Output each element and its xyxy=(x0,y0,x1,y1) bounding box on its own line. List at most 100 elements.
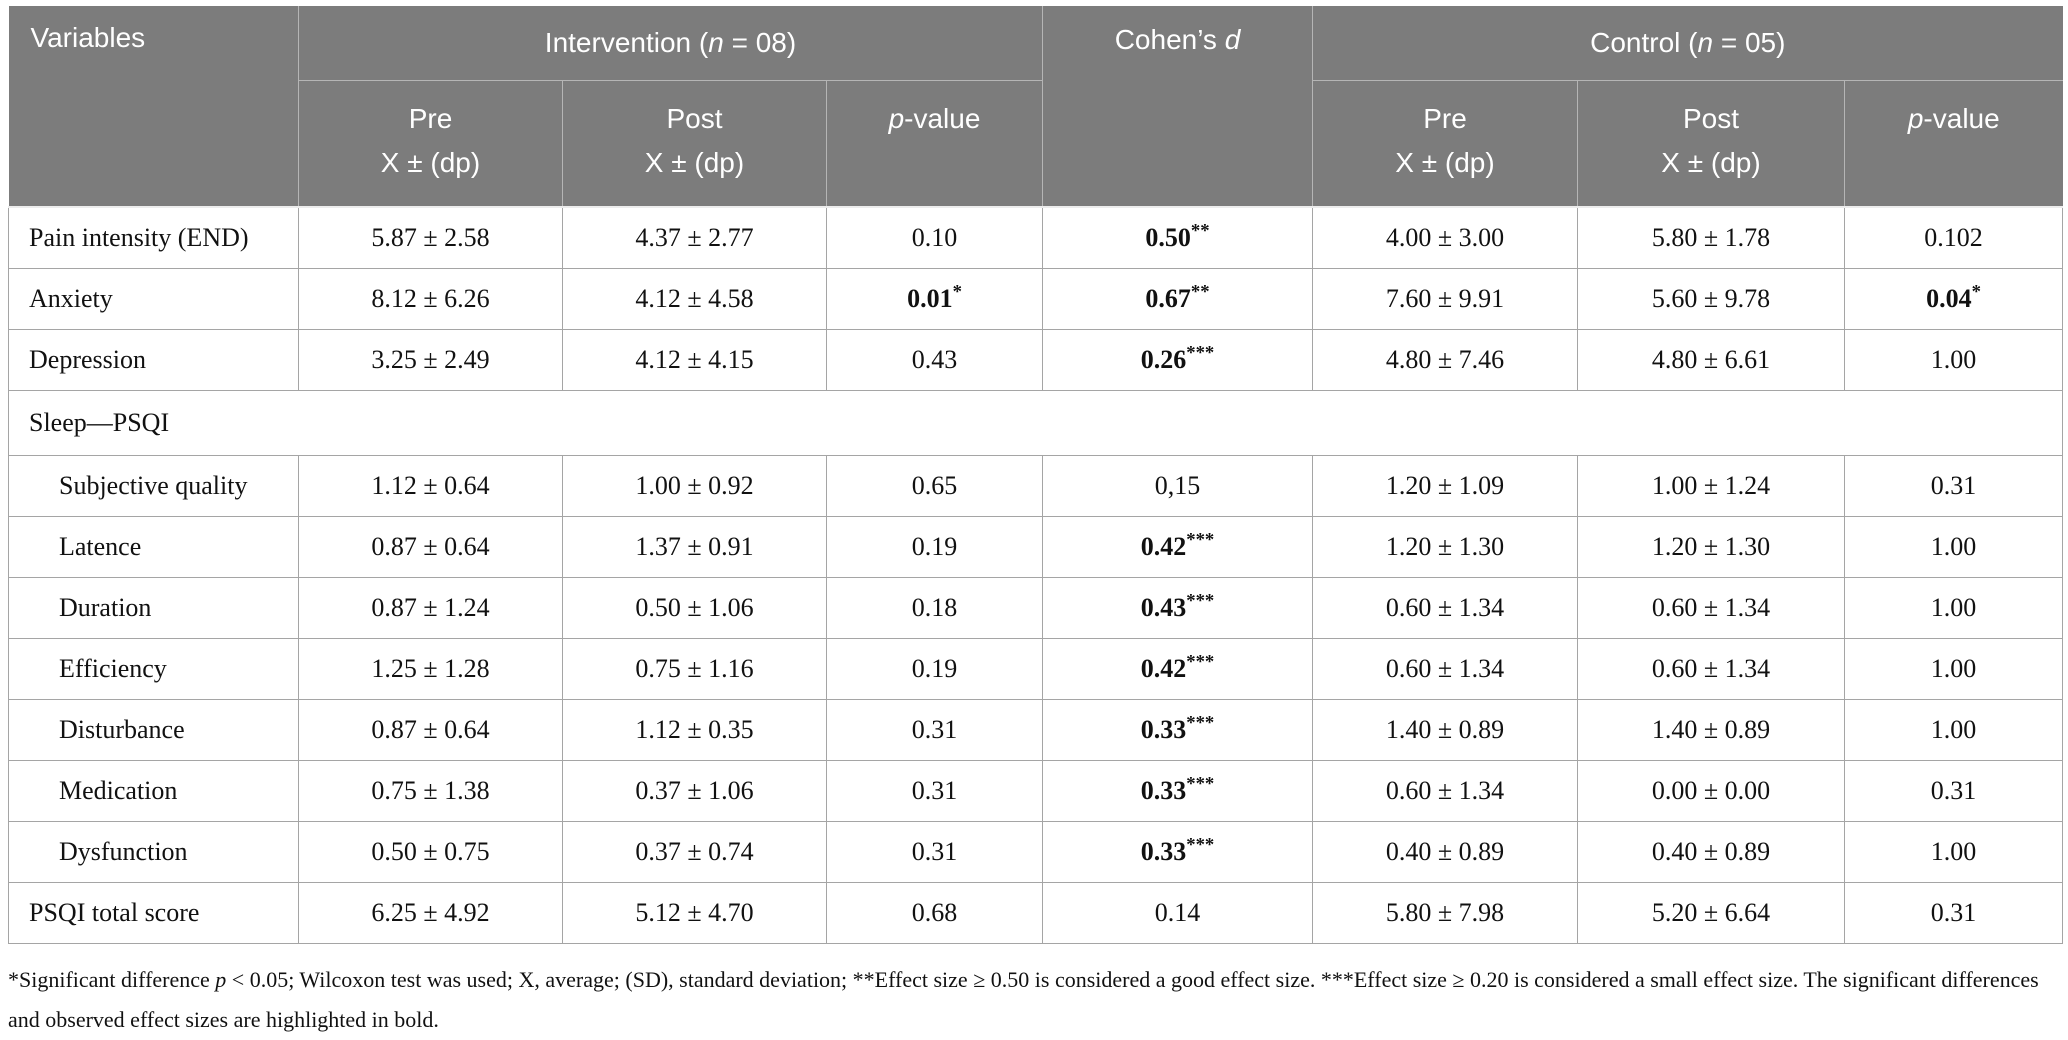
column-header-control-post: Post X ± (dp) xyxy=(1577,80,1845,208)
value-cell: 0.18 xyxy=(826,577,1043,639)
significance-asterisks: * xyxy=(952,281,962,303)
table-row: Disturbance 0.87 ± 0.64 1.12 ± 0.35 0.31 0.3… xyxy=(8,699,2064,761)
value-cell: 4.12 ± 4.15 xyxy=(562,329,827,391)
value-cell: 0.31 xyxy=(826,760,1043,822)
value-cell: 4.12 ± 4.58 xyxy=(562,268,827,330)
value-cell: 0.102 xyxy=(1843,206,2064,269)
row-label: Subjective quality xyxy=(8,455,299,517)
value-cell: 1.12 ± 0.64 xyxy=(298,455,563,517)
table-row: Medication 0.75 ± 1.38 0.37 ± 1.06 0.31 0.33… xyxy=(8,760,2064,822)
column-group-intervention: Intervention (n = 08) xyxy=(298,6,1043,81)
row-label: Efficiency xyxy=(8,638,299,700)
value-cell: 7.60 ± 9.91 xyxy=(1312,268,1578,330)
footnote-text: *Significant difference xyxy=(8,967,216,992)
value-cell: 4.37 ± 2.77 xyxy=(562,206,827,269)
footnote-p-italic: p xyxy=(215,967,227,992)
control-count: = 05) xyxy=(1713,27,1786,58)
table-row: PSQI total score 6.25 ± 4.92 5.12 ± 4.70 0.… xyxy=(8,882,2064,944)
stat-label: X ± (dp) xyxy=(644,147,745,178)
value-cell: 3.25 ± 2.49 xyxy=(298,329,563,391)
value-cell: 1.00 ± 0.92 xyxy=(562,455,827,517)
table-row: Efficiency 1.25 ± 1.28 0.75 ± 1.16 0.19 0.42… xyxy=(8,638,2064,700)
table-row: Subjective quality 1.12 ± 0.64 1.00 ± 0.92… xyxy=(8,455,2064,517)
table-header: Variables Intervention (n = 08) Cohen’s … xyxy=(8,6,2063,208)
value-cell: 0.14 xyxy=(1042,882,1313,944)
column-header-control-pvalue: p-value xyxy=(1843,80,2063,208)
value-cell: 1.40 ± 0.89 xyxy=(1577,699,1845,761)
value-cell: 1.00 xyxy=(1843,516,2064,578)
table-body: Pain intensity (END) 5.87 ± 2.58 4.37 ± 2.… xyxy=(7,206,2064,944)
value-cell: 0.60 ± 1.34 xyxy=(1577,638,1845,700)
value-cell: 1.12 ± 0.35 xyxy=(562,699,827,761)
value-cell: 1.00 xyxy=(1843,699,2064,761)
value-cell: 1.40 ± 0.89 xyxy=(1312,699,1578,761)
value-cell: 0.01* xyxy=(826,268,1043,330)
value-cell: 0.60 ± 1.34 xyxy=(1312,577,1578,639)
value-cell: 0.67** xyxy=(1042,268,1313,330)
significance-asterisks: *** xyxy=(1186,834,1215,856)
value-cell: 5.80 ± 1.78 xyxy=(1577,206,1845,269)
row-label: Dysfunction xyxy=(8,821,299,883)
column-header-control-pre: Pre X ± (dp) xyxy=(1312,80,1578,208)
value-cell: 0.33*** xyxy=(1042,699,1313,761)
value-cell: 8.12 ± 6.26 xyxy=(298,268,563,330)
intervention-label: Intervention ( xyxy=(544,27,709,58)
value-cell: 0.43*** xyxy=(1042,577,1313,639)
value-cell: 0.68 xyxy=(826,882,1043,944)
header-row-sub: Pre X ± (dp) Post X ± (dp) p-value Pre X… xyxy=(9,80,2063,208)
value-cell: 0.65 xyxy=(826,455,1043,517)
p-italic: p xyxy=(1907,103,1924,134)
footnote-text: < 0.05; Wilcoxon test was used; X, avera… xyxy=(8,967,2039,1032)
control-label: Control ( xyxy=(1590,27,1698,58)
significance-asterisks: * xyxy=(1971,281,1981,303)
table-row: Duration 0.87 ± 1.24 0.50 ± 1.06 0.18 0.43**… xyxy=(8,577,2064,639)
significance-asterisks: *** xyxy=(1186,773,1215,795)
value-cell: 1.00 xyxy=(1843,821,2064,883)
value-cell: 0.26*** xyxy=(1042,329,1313,391)
value-cell: 4.80 ± 6.61 xyxy=(1577,329,1845,391)
value-cell: 5.20 ± 6.64 xyxy=(1577,882,1845,944)
value-cell: 0.87 ± 0.64 xyxy=(298,699,563,761)
value-cell: 0.87 ± 0.64 xyxy=(298,516,563,578)
column-header-intervention-pvalue: p-value xyxy=(826,80,1043,208)
control-n: n xyxy=(1697,27,1714,58)
significance-asterisks: *** xyxy=(1186,590,1215,612)
value-cell: 0.19 xyxy=(826,516,1043,578)
pvalue-suffix: -value xyxy=(904,103,981,134)
value-cell: 4.80 ± 7.46 xyxy=(1312,329,1578,391)
value-cell: 1.00 xyxy=(1843,577,2064,639)
post-label: Post xyxy=(1682,103,1740,134)
value-cell: 0.60 ± 1.34 xyxy=(1312,760,1578,822)
value-cell: 5.12 ± 4.70 xyxy=(562,882,827,944)
cohens-d: d xyxy=(1224,24,1241,55)
value-cell: 1.20 ± 1.30 xyxy=(1312,516,1578,578)
row-label: Depression xyxy=(8,329,299,391)
pre-label: Pre xyxy=(1423,103,1467,134)
value-cell: 0.75 ± 1.16 xyxy=(562,638,827,700)
significance-asterisks: *** xyxy=(1186,342,1215,364)
significance-asterisks: *** xyxy=(1186,529,1215,551)
results-table-container: Variables Intervention (n = 08) Cohen’s … xyxy=(7,6,2064,944)
p-italic: p xyxy=(888,103,905,134)
table-row: Latence 0.87 ± 0.64 1.37 ± 0.91 0.19 0.42***… xyxy=(8,516,2064,578)
value-cell: 0.50 ± 0.75 xyxy=(298,821,563,883)
value-cell: 0.31 xyxy=(1843,882,2064,944)
row-label: PSQI total score xyxy=(8,882,299,944)
row-label: Duration xyxy=(8,577,299,639)
value-cell: 0.40 ± 0.89 xyxy=(1312,821,1578,883)
value-cell: 0.33*** xyxy=(1042,821,1313,883)
header-row-groups: Variables Intervention (n = 08) Cohen’s … xyxy=(8,6,2063,208)
column-header-cohens-d: Cohen’s d xyxy=(1042,6,1313,208)
value-cell: 0.04* xyxy=(1843,268,2064,330)
value-cell: 0.87 ± 1.24 xyxy=(298,577,563,639)
table-row: Anxiety 8.12 ± 6.26 4.12 ± 4.58 0.01* 0.67**… xyxy=(8,268,2064,330)
value-cell: 0.31 xyxy=(826,821,1043,883)
value-cell: 0.00 ± 0.00 xyxy=(1577,760,1845,822)
stat-label: X ± (dp) xyxy=(380,147,481,178)
row-label: Latence xyxy=(8,516,299,578)
value-cell: 0.37 ± 0.74 xyxy=(562,821,827,883)
results-table: Variables Intervention (n = 08) Cohen’s … xyxy=(7,6,2064,944)
stat-label: X ± (dp) xyxy=(1395,147,1495,178)
table-row: Pain intensity (END) 5.87 ± 2.58 4.37 ± 2.… xyxy=(8,206,2064,269)
value-cell: 0.50 ± 1.06 xyxy=(562,577,827,639)
